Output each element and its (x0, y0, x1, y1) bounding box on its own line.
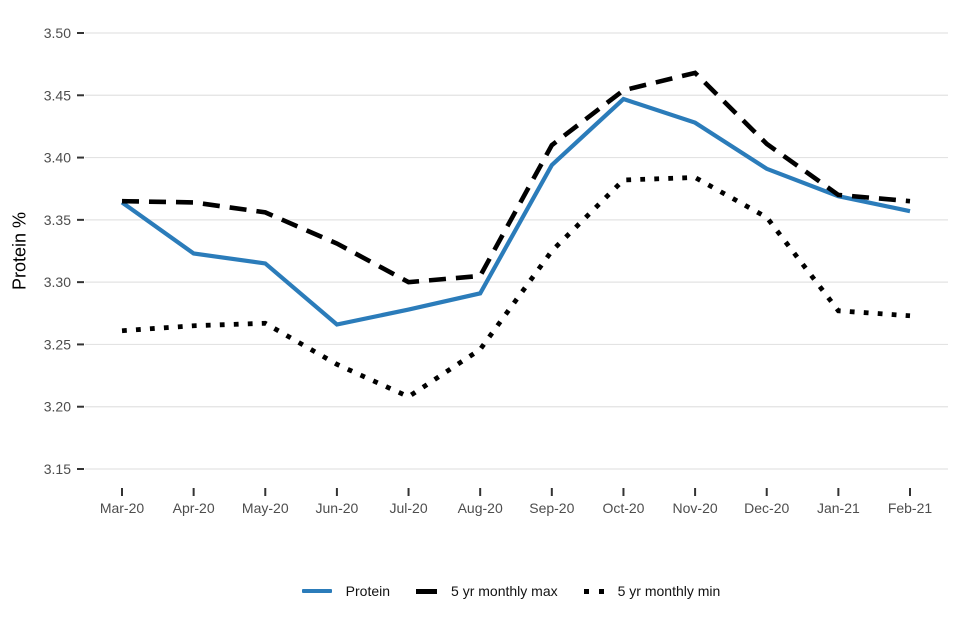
x-tick-label: Oct-20 (602, 500, 644, 516)
legend-swatch-dashed-line-icon (416, 588, 438, 594)
x-tick-label: Dec-20 (744, 500, 789, 516)
x-tick-label: Jan-21 (817, 500, 860, 516)
series-line-protein (120, 96, 911, 327)
x-tick-label: Apr-20 (173, 500, 215, 516)
legend-label-protein: Protein (345, 583, 391, 599)
legend: Protein 5 yr monthly max 5 yr monthly mi… (0, 583, 960, 599)
x-tick-label: Jul-20 (389, 500, 427, 516)
x-tick-label: Nov-20 (673, 500, 718, 516)
legend-item-min: 5 yr monthly min (583, 583, 721, 599)
legend-swatch-solid-line-icon (301, 589, 332, 593)
y-tick-label: 3.30 (44, 274, 71, 290)
legend-item-max: 5 yr monthly max (416, 583, 558, 599)
x-tick-label: Sep-20 (529, 500, 574, 516)
protein-chart: 3.50 3.45 3.40 3.35 3.30 3.25 3.20 3.15 Mar-20 Ap… (44, 25, 948, 516)
y-tick-label: 3.40 (44, 150, 71, 166)
y-tick-label: 3.25 (44, 336, 71, 352)
y-tick-label: 3.35 (44, 212, 71, 228)
legend-label-min: 5 yr monthly min (617, 583, 721, 599)
x-tick-label: May-20 (242, 500, 289, 516)
x-tick-label: Mar-20 (100, 500, 145, 516)
x-tick-label: Feb-21 (888, 500, 933, 516)
legend-label-max: 5 yr monthly max (451, 583, 558, 599)
y-axis-title: Protein % (9, 211, 30, 291)
x-tick-label: Jun-20 (316, 500, 359, 516)
y-tick-label: 3.20 (44, 399, 71, 415)
x-tick-label: Aug-20 (458, 500, 503, 516)
legend-item-protein: Protein (301, 583, 391, 599)
y-tick-label: 3.50 (44, 25, 71, 41)
y-tick-label: 3.15 (44, 461, 71, 477)
legend-swatch-dotted-line-icon (583, 588, 604, 594)
series-line-5-yr-monthly-min (121, 175, 911, 400)
y-tick-label: 3.45 (44, 87, 71, 103)
